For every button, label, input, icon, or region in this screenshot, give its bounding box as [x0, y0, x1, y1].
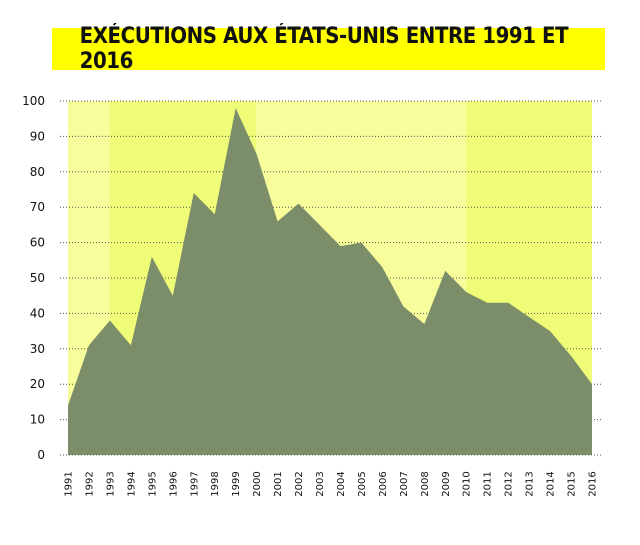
- y-tick-label-0: 0: [37, 448, 45, 462]
- x-tick-label-1998: 1998: [210, 471, 221, 496]
- x-tick-label-2005: 2005: [357, 471, 368, 496]
- y-tick-label-70: 70: [30, 200, 45, 214]
- x-tick-label-2010: 2010: [462, 471, 473, 496]
- y-tick-label-60: 60: [30, 236, 45, 250]
- x-tick-label-1995: 1995: [147, 471, 158, 496]
- x-tick-label-2003: 2003: [315, 471, 326, 496]
- x-tick-label-1999: 1999: [231, 471, 242, 496]
- x-tick-label-2012: 2012: [504, 471, 515, 496]
- y-tick-label-90: 90: [30, 129, 45, 143]
- y-tick-label-80: 80: [30, 165, 45, 179]
- x-tick-label-2014: 2014: [546, 471, 557, 496]
- x-axis: 1991 1992 1993 1994 1995 1996 1997 1998 1999 2000…: [64, 471, 599, 496]
- x-tick-label-1992: 1992: [84, 471, 95, 496]
- x-tick-label-2000: 2000: [252, 471, 263, 496]
- y-tick-label-40: 40: [30, 306, 45, 320]
- x-tick-label-1993: 1993: [105, 471, 116, 496]
- y-tick-label-30: 30: [30, 342, 45, 356]
- chart-title: EXÉCUTIONS AUX ÉTATS-UNIS ENTRE 1991 ET …: [79, 24, 569, 74]
- x-tick-label-2002: 2002: [294, 471, 305, 496]
- x-tick-label-2016: 2016: [588, 471, 599, 496]
- x-tick-label-2006: 2006: [378, 471, 389, 496]
- x-tick-label-2015: 2015: [567, 471, 578, 496]
- y-tick-label-50: 50: [30, 271, 45, 285]
- x-tick-label-2004: 2004: [336, 471, 347, 496]
- x-tick-label-1997: 1997: [189, 471, 200, 496]
- y-axis: 0 10 20 30 40 50 60 70 80 90 100: [22, 94, 45, 462]
- x-tick-label-1991: 1991: [64, 471, 75, 496]
- x-tick-label-2008: 2008: [420, 471, 431, 496]
- y-tick-label-20: 20: [30, 377, 45, 391]
- area-fill: [68, 108, 592, 455]
- y-tick-label-100: 100: [22, 94, 45, 108]
- x-tick-label-1994: 1994: [126, 471, 137, 496]
- x-tick-label-1996: 1996: [168, 471, 179, 496]
- x-tick-label-2009: 2009: [441, 471, 452, 496]
- area-series: [67, 108, 593, 455]
- chart-title-banner: EXÉCUTIONS AUX ÉTATS-UNIS ENTRE 1991 ET …: [52, 24, 605, 74]
- x-tick-label-2013: 2013: [525, 471, 536, 496]
- x-tick-label-2001: 2001: [273, 471, 284, 496]
- x-tick-label-2011: 2011: [483, 471, 494, 496]
- y-tick-label-10: 10: [30, 413, 45, 427]
- x-tick-label-2007: 2007: [399, 471, 410, 496]
